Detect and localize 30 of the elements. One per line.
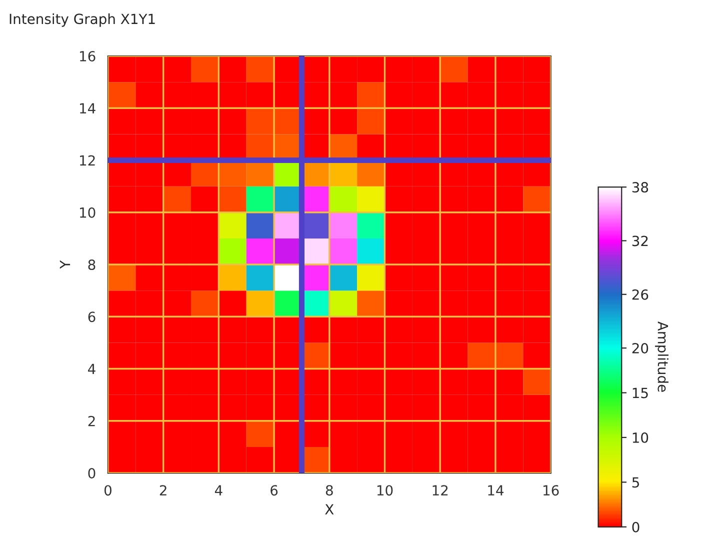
color-bar-label: 38 xyxy=(632,182,648,193)
color-bar-label: 20 xyxy=(632,343,648,354)
x-axis-title: X xyxy=(325,504,334,514)
x-tick-label: 14 xyxy=(488,485,504,496)
color-bar-label: 10 xyxy=(632,432,648,443)
chart-title: Intensity Graph X1Y1 xyxy=(10,13,155,27)
y-tick-label: 4 xyxy=(88,364,96,374)
color-bar-label: 0 xyxy=(632,522,640,532)
color-bar-label: 32 xyxy=(632,236,648,246)
x-tick-label: 12 xyxy=(432,485,448,496)
x-tick-label: 8 xyxy=(326,485,333,496)
y-tick-label: 0 xyxy=(88,468,96,478)
x-tick-label: 16 xyxy=(544,485,559,496)
y-tick-label: 8 xyxy=(88,259,96,270)
color-bar-title: Amplitude xyxy=(655,321,668,392)
y-tick-label: 14 xyxy=(80,103,96,114)
x-tick-label: 2 xyxy=(160,485,166,496)
y-axis-title: Y xyxy=(60,260,70,269)
x-tick-label: 6 xyxy=(270,485,278,496)
y-tick-label: 6 xyxy=(88,312,96,322)
y-tick-label: 16 xyxy=(80,50,96,62)
y-tick-label: 12 xyxy=(80,155,95,166)
x-tick-label: 10 xyxy=(377,485,393,496)
color-bar-label: 5 xyxy=(632,477,639,488)
y-tick-label: 10 xyxy=(80,207,96,218)
color-bar-label: 26 xyxy=(632,289,648,300)
x-tick-label: 4 xyxy=(214,485,222,496)
color-bar-label: 15 xyxy=(632,388,648,398)
y-tick-label: 2 xyxy=(88,416,95,426)
x-tick-label: 0 xyxy=(104,485,112,496)
